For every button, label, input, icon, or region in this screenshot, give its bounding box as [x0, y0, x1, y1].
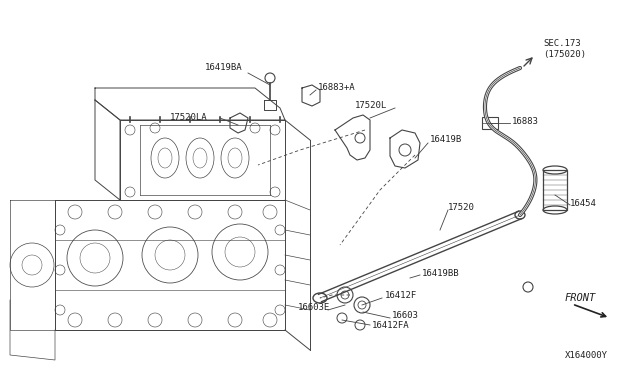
Text: SEC.173: SEC.173: [543, 38, 580, 48]
Text: 16883: 16883: [512, 118, 539, 126]
Text: 16603: 16603: [392, 311, 419, 320]
Text: X164000Y: X164000Y: [565, 350, 608, 359]
Text: 17520: 17520: [448, 203, 475, 212]
Text: 16419BB: 16419BB: [422, 269, 460, 278]
Text: 17520L: 17520L: [355, 100, 387, 109]
Text: 16412F: 16412F: [385, 291, 417, 299]
Text: 16419BA: 16419BA: [205, 64, 243, 73]
Bar: [482, 117, 498, 129]
Text: FRONT: FRONT: [565, 293, 596, 303]
Text: 16603E: 16603E: [298, 304, 330, 312]
Text: 16883+A: 16883+A: [318, 83, 356, 93]
Text: (175020): (175020): [543, 51, 586, 60]
Text: 16454: 16454: [570, 199, 597, 208]
Text: 16419B: 16419B: [430, 135, 462, 144]
Text: 17520LA: 17520LA: [170, 113, 207, 122]
Bar: [543, 170, 567, 210]
Text: 16412FA: 16412FA: [372, 321, 410, 330]
